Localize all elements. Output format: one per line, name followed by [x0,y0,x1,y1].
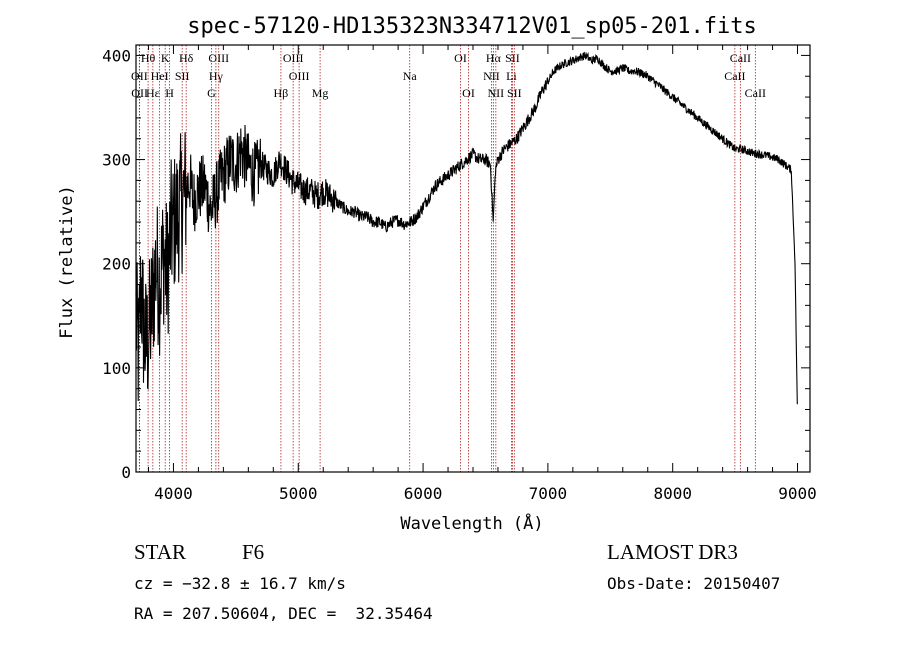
ra-dec: RA = 207.50604, DEC = 32.35464 [134,604,433,623]
plot-frame [135,44,811,473]
y-tick-label: 300 [102,151,131,170]
line-label-Mg: Mg [312,86,329,100]
x-tick-label: 6000 [404,484,443,503]
line-label-H-beta: Hβ [274,86,289,100]
y-axis: 0 100 200 300 400 [102,46,810,482]
line-label-OIII: OIII [208,51,229,65]
x-tick-label: 7000 [529,484,568,503]
obs-date: Obs-Date: 20150407 [607,574,781,593]
line-label-K: K [161,51,170,65]
line-label-H8: Hθ [141,51,156,65]
line-label-NII-b: NII [488,86,505,100]
spectrum-line [135,51,798,405]
redshift-cz: cz = −32.8 ± 16.7 km/s [134,574,346,593]
y-axis-label: Flux (relative) [57,185,77,339]
line-label-H-gamma: Hγ [209,69,224,83]
x-tick-label: 5000 [279,484,318,503]
line-label-CaII-8498: CaII [724,69,745,83]
survey-name: LAMOST DR3 [607,540,738,564]
y-tick-label: 200 [102,255,131,274]
y-tick-label: 100 [102,359,131,378]
x-axis: 4000 5000 6000 7000 8000 9000 [147,45,817,503]
line-label-H-delta: Hδ [179,51,194,65]
line-label-H-epsilon: Hε [146,86,160,100]
x-tick-label: 9000 [778,484,817,503]
line-label-OIII-5007: OIII [289,69,310,83]
object-subclass: F6 [242,540,265,564]
x-tick-label: 8000 [653,484,692,503]
line-label-CaII-8662: CaII [745,86,766,100]
line-label-CaII-8542: CaII [730,51,751,65]
y-tick-label: 400 [102,46,131,65]
line-label-Li: Li [506,69,517,83]
line-label-SII: SII [175,69,190,83]
chart-title: spec-57120-HD135323N334712V01_sp05-201.f… [187,14,757,39]
line-label-OI-b: OI [462,86,475,100]
line-label-OI: OI [454,51,467,65]
line-label-OIII-4959: OIII [283,51,304,65]
line-label-G: G [207,86,216,100]
line-label-HeI: HeI [151,69,169,83]
line-label-SII-6731: SII [507,86,522,100]
line-label-H: H [165,86,174,100]
x-axis-label: Wavelength (Å) [400,512,543,534]
line-label-H-alpha: Hα [486,51,502,65]
line-label-Na: Na [403,69,418,83]
x-tick-label: 4000 [154,484,193,503]
y-tick-label: 0 [121,463,131,482]
line-label-SII-6716: SII [505,51,520,65]
object-class: STAR [134,540,186,564]
line-label-NII: NII [483,69,500,83]
